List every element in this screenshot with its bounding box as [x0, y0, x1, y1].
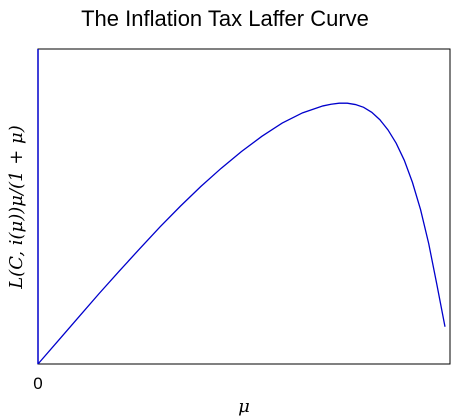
x-tick-label-0: 0	[33, 374, 42, 393]
chart-title: The Inflation Tax Laffer Curve	[81, 6, 369, 31]
laffer-curve-line	[37, 102, 446, 365]
x-axis-label: μ	[238, 396, 250, 417]
y-axis-label: L(C, i(μ))μ/(1 + μ)	[6, 125, 27, 290]
plot-frame	[37, 48, 451, 365]
